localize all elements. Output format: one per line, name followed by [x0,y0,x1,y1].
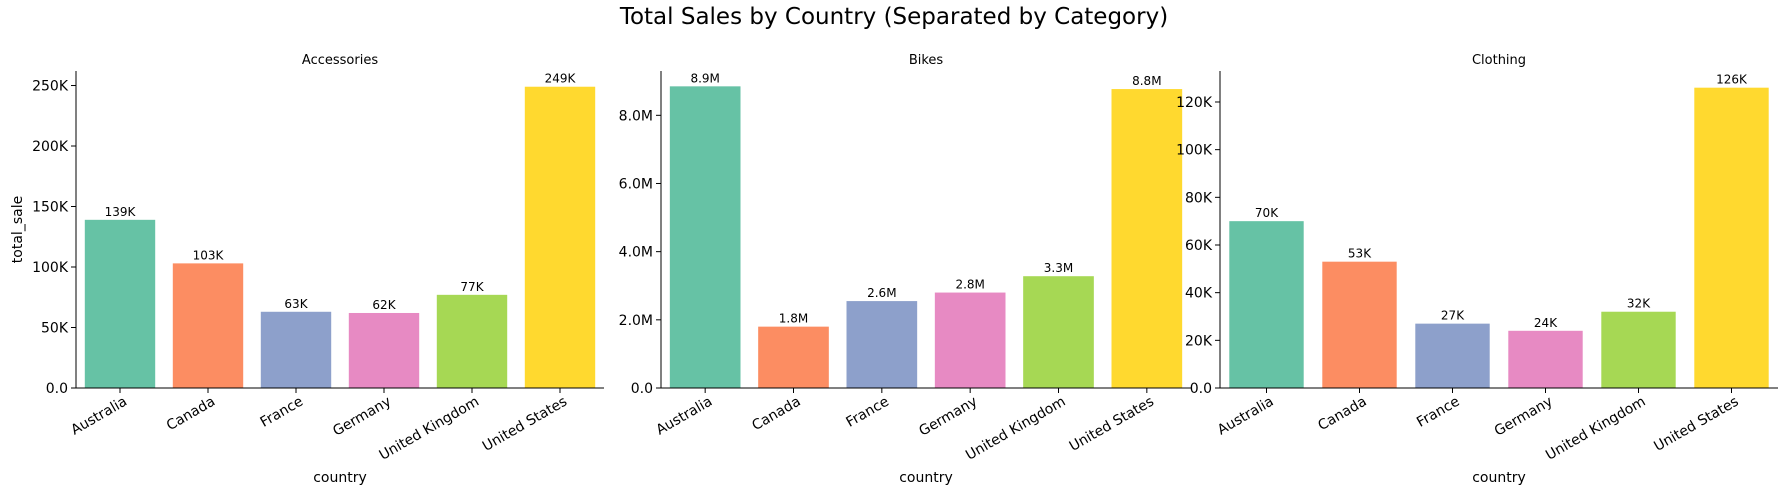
bar-france [1415,323,1490,388]
bar-data-label: 1.8M [779,312,808,326]
bar-canada [172,263,244,388]
x-tick-label: Canada [164,394,218,434]
x-tick-label: United Kingdom [963,394,1068,464]
bar-data-label: 2.6M [867,286,896,300]
x-axis-label: country [313,470,367,486]
chart-suptitle: Total Sales by Country (Separated by Cat… [619,4,1169,30]
y-tick-label: 0.0 [1190,381,1212,397]
panel-title: Accessories [302,53,378,68]
bar-australia [669,86,741,388]
bar-data-label: 8.8M [1132,74,1161,88]
y-axis-label: total_sale [10,196,26,263]
bar-canada [758,326,829,388]
bar-united-states [1111,89,1183,389]
y-tick-label: 80K [1185,190,1213,206]
bar-data-label: 8.9M [690,71,719,85]
bar-data-label: 77K [460,280,484,294]
bar-data-label: 62K [372,298,396,312]
bar-data-label: 53K [1348,247,1372,261]
x-tick-label: France [1414,394,1462,431]
bar-data-label: 70K [1255,206,1279,220]
y-tick-label: 2.0M [619,313,653,329]
bar-data-label: 139K [105,205,137,219]
x-tick-label: France [844,394,892,431]
x-tick-label: Germany [916,394,980,440]
x-tick-label: Germany [1492,394,1556,440]
y-tick-label: 60K [1185,238,1213,254]
x-tick-label: United Kingdom [1543,394,1648,464]
x-axis-label: country [1472,470,1526,486]
x-tick-label: Australia [68,394,130,439]
x-tick-label: United Kingdom [377,394,482,464]
bar-france [260,311,332,388]
x-tick-label: France [258,394,306,431]
bar-data-label: 2.8M [955,278,984,292]
bar-germany [934,292,1006,388]
bar-united-kingdom [436,294,508,388]
y-tick-label: 4.0M [619,245,653,261]
x-axis-label: country [899,470,953,486]
bar-canada [1322,261,1397,388]
x-tick-label: Australia [654,394,716,439]
y-tick-label: 0.0 [46,381,68,397]
bar-germany [348,312,420,388]
y-tick-label: 150K [32,200,69,216]
bar-germany [1508,330,1583,388]
bar-data-label: 249K [545,72,577,86]
y-tick-label: 250K [32,79,69,95]
bar-data-label: 32K [1627,297,1651,311]
x-tick-label: United States [1067,394,1157,455]
bar-data-label: 126K [1716,73,1748,87]
bar-data-label: 27K [1441,309,1465,323]
x-tick-label: United States [480,394,570,455]
bar-united-kingdom [1601,311,1676,388]
bar-australia [1229,221,1304,388]
x-tick-label: United States [1651,394,1741,455]
x-tick-label: Canada [749,394,803,434]
bar-united-states [1694,87,1769,389]
y-tick-label: 6.0M [619,176,653,192]
bar-data-label: 24K [1534,316,1558,330]
bar-australia [84,219,156,388]
y-tick-label: 50K [41,321,69,337]
y-tick-label: 40K [1185,286,1213,302]
y-tick-label: 120K [1176,95,1213,111]
y-tick-label: 0.0 [631,381,653,397]
panel-title: Clothing [1472,53,1526,68]
bar-data-label: 63K [284,297,308,311]
bar-france [846,301,918,388]
y-tick-label: 100K [32,260,69,276]
panel-title: Bikes [909,53,944,68]
bar-data-label: 3.3M [1044,261,1073,275]
bar-united-states [524,86,596,388]
bar-data-label: 103K [193,248,225,262]
bar-united-kingdom [1023,276,1094,388]
x-tick-label: Australia [1215,394,1277,439]
x-tick-label: Canada [1315,394,1369,434]
y-tick-label: 20K [1185,333,1213,349]
y-tick-label: 200K [32,139,69,155]
x-tick-label: Germany [330,394,394,440]
y-tick-label: 100K [1176,143,1213,159]
y-tick-label: 8.0M [619,108,653,124]
